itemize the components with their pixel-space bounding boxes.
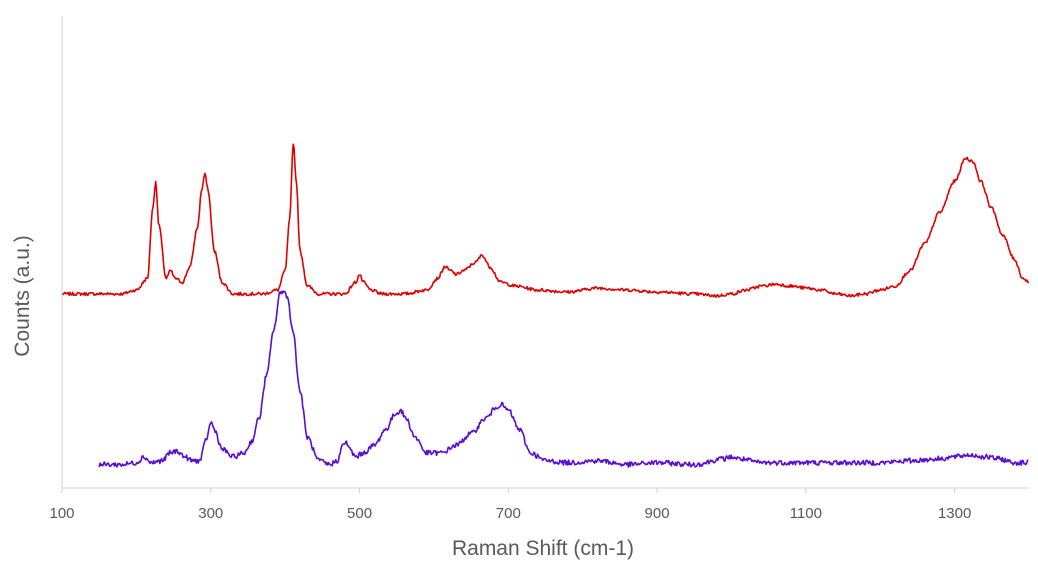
x-tick-label: 300 [198, 505, 223, 522]
plot-area [61, 143, 1030, 468]
x-axis-title: Raman Shift (cm-1) [452, 537, 634, 560]
series-red-line [61, 143, 1030, 298]
x-tick-label: 1100 [790, 505, 822, 522]
series-purple-line [98, 290, 1029, 468]
x-tick-label: 100 [49, 505, 74, 522]
x-tick-label: 700 [496, 505, 521, 522]
x-tick-label: 1300 [938, 505, 971, 522]
x-axis-ticks: 100 300 500 700 900 1100 1300 [49, 488, 971, 522]
y-axis-title: Counts (a.u.) [11, 235, 34, 356]
x-tick-label: 900 [645, 505, 670, 522]
x-tick-label: 500 [347, 505, 372, 522]
